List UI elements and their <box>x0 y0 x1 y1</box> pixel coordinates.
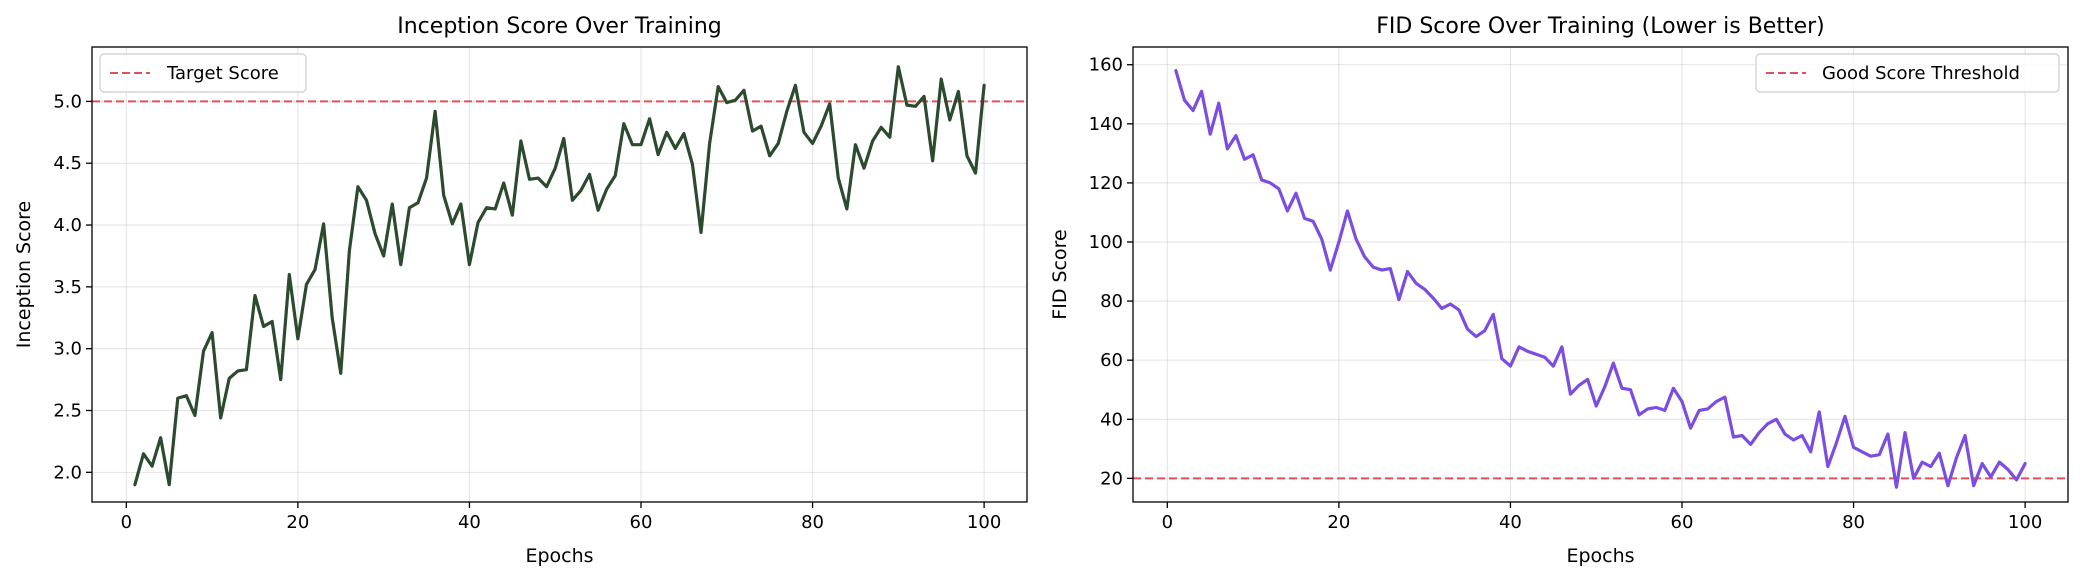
fid-x-ticks: 0 20 40 60 80 100 <box>1162 502 2042 533</box>
fid-y-tick-label: 80 <box>1100 291 1123 312</box>
fid-plot-frame <box>1132 46 2069 503</box>
fid-x-tick-label: 80 <box>1842 512 1865 533</box>
fid-y-tick-label: 140 <box>1089 114 1123 135</box>
fid-x-tick-label: 20 <box>1327 512 1350 533</box>
fid-x-tick-label: 60 <box>1671 512 1694 533</box>
inception-series-line <box>133 65 986 487</box>
inception-x-tick-label: 20 <box>286 512 309 533</box>
fid-y-ticks: 20 40 60 80 100 120 140 160 <box>1089 55 1133 489</box>
inception-y-axis-label: Inception Score <box>13 201 35 349</box>
inception-y-ticks: 2.0 2.5 3.0 3.5 4.0 4.5 5.0 <box>53 91 92 483</box>
inception-series-group <box>133 65 986 487</box>
inception-chart-title: Inception Score Over Training <box>397 14 722 39</box>
inception-x-axis-label: Epochs <box>525 545 593 567</box>
fid-y-tick-label: 60 <box>1100 350 1123 371</box>
inception-y-tick-label: 3.0 <box>53 339 82 360</box>
inception-x-tick-label: 80 <box>801 512 824 533</box>
inception-x-tick-label: 0 <box>121 512 132 533</box>
fid-score-chart: 0 20 40 60 80 100 20 40 60 80 100 120 140 160 FID Sc… <box>1049 14 2069 567</box>
fid-y-tick-label: 100 <box>1089 232 1123 253</box>
fid-y-tick-label: 20 <box>1100 468 1123 489</box>
inception-x-tick-label: 60 <box>630 512 653 533</box>
fid-legend: Good Score Threshold <box>1755 53 2060 93</box>
fid-y-axis-label: FID Score <box>1049 229 1071 319</box>
fid-legend-label: Good Score Threshold <box>1822 63 2020 84</box>
inception-y-tick-label: 4.5 <box>53 153 82 174</box>
inception-legend-box <box>99 53 307 93</box>
fid-y-tick-label: 40 <box>1100 409 1123 430</box>
fid-x-tick-label: 100 <box>2008 512 2042 533</box>
inception-legend: Target Score <box>99 53 307 93</box>
inception-x-ticks: 0 20 40 60 80 100 <box>121 502 1001 533</box>
inception-y-tick-label: 5.0 <box>53 91 82 112</box>
inception-y-tick-label: 2.5 <box>53 401 82 422</box>
inception-plot-frame <box>91 46 1028 503</box>
fid-series-line <box>1174 69 2027 489</box>
fid-y-tick-label: 160 <box>1089 55 1123 76</box>
fid-x-tick-label: 0 <box>1162 512 1173 533</box>
fid-y-tick-label: 120 <box>1089 173 1123 194</box>
inception-x-tick-label: 40 <box>458 512 481 533</box>
fid-series-group <box>1174 69 2027 489</box>
inception-x-tick-label: 100 <box>967 512 1001 533</box>
fid-legend-box <box>1755 53 2060 93</box>
inception-y-tick-label: 4.0 <box>53 215 82 236</box>
inception-legend-label: Target Score <box>166 63 279 84</box>
inception-y-tick-label: 3.5 <box>53 277 82 298</box>
inception-y-tick-label: 2.0 <box>53 462 82 483</box>
inception-score-chart: 0 20 40 60 80 100 2.0 2.5 3.0 3.5 4.0 4.5 5.0 Incep… <box>13 14 1028 567</box>
fid-chart-title: FID Score Over Training (Lower is Better… <box>1376 14 1825 39</box>
fid-x-axis-label: Epochs <box>1566 545 1634 567</box>
fid-x-tick-label: 40 <box>1499 512 1522 533</box>
